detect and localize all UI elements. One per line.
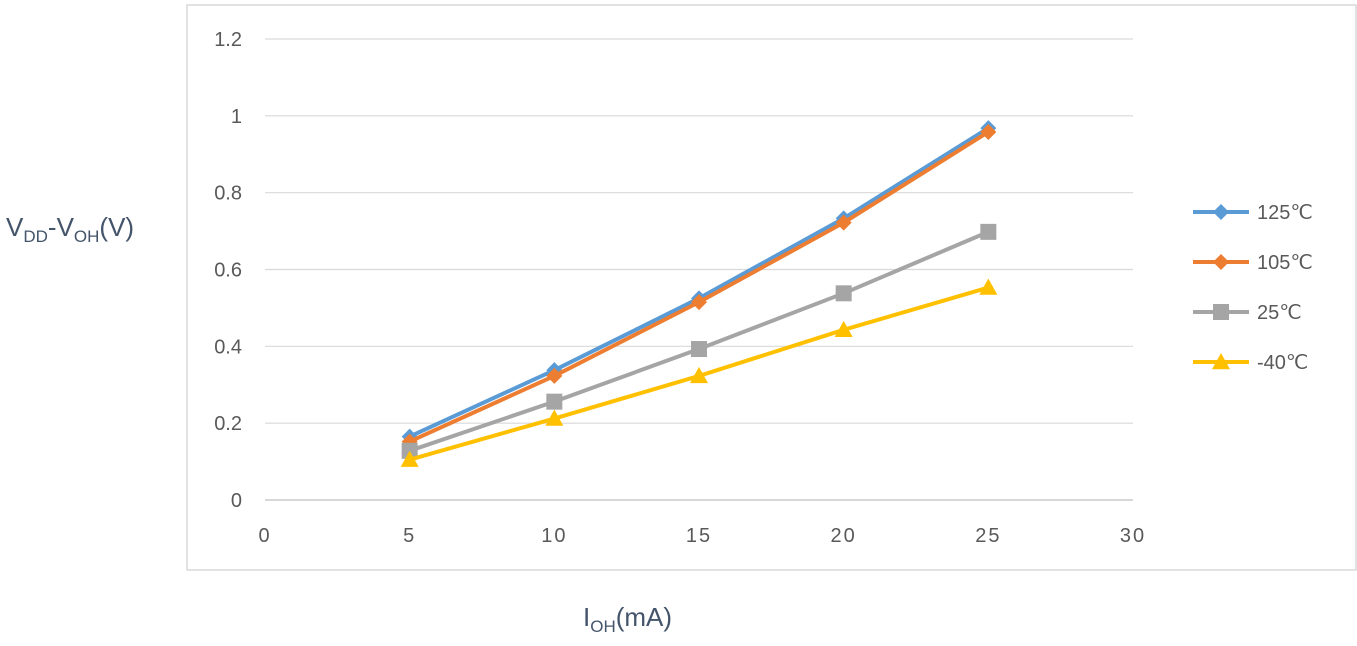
y-tick-label-1: 0.2 <box>214 413 242 435</box>
y-axis-label-dash: -V <box>47 212 74 242</box>
legend-entry-0: 125℃ <box>1193 202 1313 224</box>
x-axis-label-rest: (mA) <box>615 602 673 632</box>
x-tick-label-6: 30 <box>1120 525 1146 547</box>
legend-swatch-marker-1 <box>1213 254 1229 270</box>
series-0 <box>401 120 997 445</box>
x-axis-label: IOH(mA) <box>583 602 672 637</box>
x-tick-labels: 0 5 10 15 20 25 30 <box>258 525 1146 547</box>
x-axis-label-sub: OH <box>590 617 616 636</box>
legend-label-2: 25℃ <box>1257 302 1302 324</box>
chart-frame <box>186 4 1357 571</box>
series-1-point-3 <box>835 214 852 231</box>
series-3-point-0 <box>400 450 419 467</box>
y-tick-label-2: 0.4 <box>214 336 242 358</box>
y-axis-label-sub2: OH <box>73 227 100 246</box>
y-axis-label: VDD-VOH(V) <box>6 212 134 247</box>
series-3-point-4 <box>979 278 998 295</box>
series-2-point-4 <box>980 223 997 240</box>
x-axis-label-main: I <box>583 602 591 632</box>
y-tick-label-3: 0.6 <box>214 260 242 282</box>
y-tick-label-5: 1 <box>231 106 242 128</box>
y-tick-labels: 0 0.2 0.4 0.6 0.8 1 1.2 <box>214 29 242 512</box>
legend-entry-3: -40℃ <box>1193 352 1308 374</box>
series-1-point-4 <box>980 123 997 140</box>
series-3-point-2 <box>690 366 708 384</box>
series-2-point-2 <box>691 341 707 358</box>
series-3 <box>400 278 998 467</box>
gridlines <box>265 38 1133 501</box>
y-axis-label-v1: V <box>6 212 24 242</box>
y-axis-label-sub1: DD <box>23 227 48 246</box>
x-tick-label-5: 25 <box>975 525 1001 547</box>
series-line-0 <box>407 126 991 439</box>
x-tick-label-0: 0 <box>258 525 271 547</box>
y-tick-label-4: 0.8 <box>214 183 242 205</box>
x-tick-label-4: 20 <box>831 525 857 547</box>
legend-swatch-marker-3 <box>1212 353 1230 370</box>
legend-label-1: 105℃ <box>1257 252 1313 274</box>
series-2-point-3 <box>835 285 852 302</box>
x-tick-label-1: 5 <box>403 525 416 547</box>
legend-entry-2: 25℃ <box>1193 302 1302 324</box>
legend-label-3: -40℃ <box>1257 352 1308 374</box>
legend: 125℃ 105℃ 25℃ -40℃ <box>1193 202 1313 374</box>
x-tick-label-2: 10 <box>541 525 567 547</box>
legend-entry-1: 105℃ <box>1193 252 1313 274</box>
legend-swatch-marker-0 <box>1213 204 1229 220</box>
x-tick-label-3: 15 <box>686 525 712 547</box>
y-tick-label-0: 0 <box>231 490 242 512</box>
y-axis-label-rest: (V) <box>99 212 135 242</box>
legend-label-0: 125℃ <box>1257 202 1313 224</box>
legend-swatch-marker-2 <box>1213 304 1229 320</box>
series-3-point-1 <box>545 409 564 426</box>
series-1-point-2 <box>691 294 707 311</box>
y-tick-label-6: 1.2 <box>214 29 242 51</box>
series-group <box>400 120 998 467</box>
series-2-point-1 <box>546 393 563 410</box>
series-3-point-3 <box>834 320 853 338</box>
series-1-point-1 <box>546 367 563 384</box>
